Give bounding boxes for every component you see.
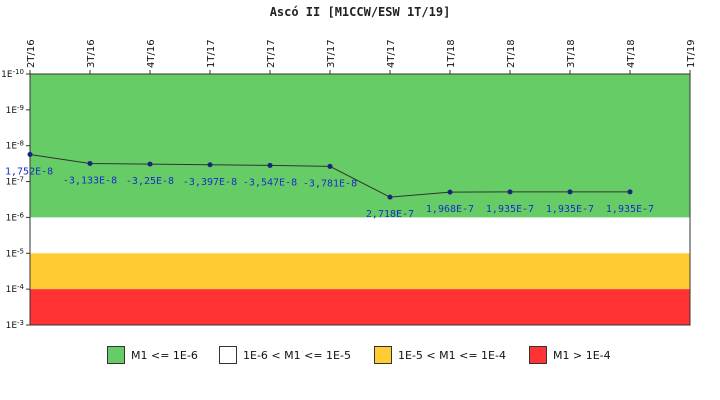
data-point	[567, 189, 573, 195]
data-point	[147, 161, 153, 167]
data-label: 1,935E-7	[606, 204, 654, 215]
legend-label: M1 > 1E-4	[553, 348, 611, 362]
x-tick-label: 2T/18	[506, 39, 517, 68]
data-label: -3,25E-8	[126, 176, 174, 187]
y-tick-label: 1E-5	[6, 247, 24, 259]
legend-swatch	[374, 346, 392, 364]
x-tick-label: 4T/17	[386, 39, 397, 68]
data-point	[507, 189, 513, 195]
data-point	[87, 160, 93, 166]
legend-label: 1E-5 < M1 <= 1E-4	[398, 348, 506, 362]
legend-label: M1 <= 1E-6	[131, 348, 198, 362]
x-tick-label: 1T/19	[686, 39, 697, 68]
y-tick-label: 1E-6	[6, 211, 25, 223]
data-label: -3,781E-8	[303, 178, 357, 189]
x-tick-label: 3T/18	[566, 39, 577, 68]
series	[27, 151, 633, 200]
x-tick-label: 3T/17	[326, 39, 337, 68]
y-tick-label: 1E-10	[1, 68, 24, 80]
x-tick-label: 2T/17	[266, 39, 277, 68]
data-labels: 1,752E-8 -3,133E-8 -3,25E-8 -3,397E-8 -3,547…	[5, 166, 654, 220]
legend-swatch	[107, 346, 125, 364]
x-tick-label: 1T/17	[206, 39, 217, 68]
x-axis: 2T/16 3T/16 4T/16 1T/17 2T/17 3T/17 4T/17 1T/18…	[26, 39, 697, 74]
plot-frame	[29, 73, 691, 326]
legend-item: 1E-5 < M1 <= 1E-4	[374, 345, 506, 365]
data-point	[267, 162, 273, 168]
data-label: 1,968E-7	[426, 204, 474, 215]
data-label: 2,718E-7	[366, 209, 414, 220]
data-point	[327, 163, 333, 169]
x-tick-label: 1T/18	[446, 39, 457, 68]
band-3	[30, 253, 690, 290]
data-label: 1,935E-7	[486, 204, 534, 215]
legend-item: M1 <= 1E-6	[107, 345, 198, 365]
y-tick-label: 1E-9	[6, 104, 24, 116]
legend-label: 1E-6 < M1 <= 1E-5	[243, 348, 351, 362]
data-point	[627, 189, 633, 195]
band-4	[30, 289, 690, 325]
data-label: 1,935E-7	[546, 204, 594, 215]
legend-item: M1 > 1E-4	[529, 345, 611, 365]
data-label: -3,133E-8	[63, 175, 117, 186]
data-point	[207, 162, 213, 168]
data-label: -3,547E-8	[243, 177, 297, 188]
data-point	[387, 194, 393, 200]
band-2	[30, 217, 690, 254]
x-tick-label: 4T/16	[146, 39, 157, 68]
x-tick-label: 3T/16	[86, 39, 97, 68]
x-tick-label: 4T/18	[626, 39, 637, 68]
y-tick-label: 1E-3	[6, 319, 24, 331]
y-tick-label: 1E-8	[6, 140, 24, 152]
legend-swatch	[529, 346, 547, 364]
data-point	[27, 151, 33, 157]
legend-item: 1E-6 < M1 <= 1E-5	[219, 345, 351, 365]
data-label: 1,752E-8	[5, 166, 53, 177]
x-tick-label: 2T/16	[26, 39, 37, 68]
legend-swatch	[219, 346, 237, 364]
data-label: -3,397E-8	[183, 177, 237, 188]
chart-title: Ascó II [M1CCW/ESW 1T/19]	[270, 5, 451, 19]
data-point	[447, 189, 453, 195]
band-1	[30, 74, 690, 218]
y-tick-label: 1E-4	[6, 283, 25, 295]
risk-bands	[29, 73, 691, 326]
